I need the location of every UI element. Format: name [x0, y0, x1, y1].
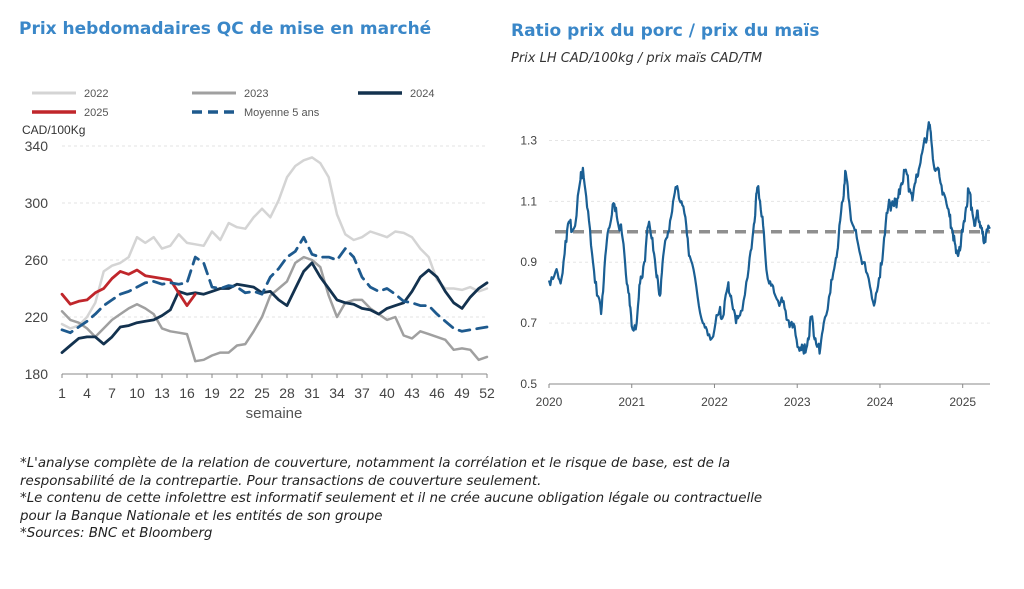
- right-y-tick-label: 0.9: [520, 255, 537, 269]
- left-legend-label: 2022: [84, 88, 108, 100]
- right-x-tick-label: 2023: [784, 395, 811, 409]
- left-series-line: [60, 156, 489, 330]
- left-y-axis-label: CAD/100Kg: [22, 123, 85, 137]
- footnote-disclaimer: *Le contenu de cette infolettre est info…: [20, 491, 763, 524]
- right-x-tick-label: 2022: [701, 395, 728, 409]
- left-chart-title: Prix hebdomadaires QC de mise en marché: [19, 19, 432, 39]
- left-x-tick-label: 37: [354, 385, 370, 401]
- left-y-tick-label: 180: [25, 366, 49, 382]
- right-chart-subtitle: Prix LH CAD/100kg / prix maïs CAD/TM: [511, 51, 763, 66]
- right-x-tick-label: 2024: [867, 395, 894, 409]
- left-x-tick-label: 10: [129, 385, 145, 401]
- right-x-tick-label: 2020: [536, 395, 563, 409]
- left-legend-label: 2023: [244, 88, 268, 100]
- left-x-tick-label: 19: [204, 385, 220, 401]
- left-x-tick-label: 46: [429, 385, 445, 401]
- right-y-tick-label: 1.3: [520, 133, 537, 147]
- left-x-tick-label: 49: [454, 385, 470, 401]
- right-chart-title: Ratio prix du porc / prix du maïs: [511, 21, 820, 41]
- left-series-line: [60, 235, 489, 335]
- left-x-tick-label: 7: [108, 385, 116, 401]
- left-y-tick-label: 300: [25, 195, 49, 211]
- right-x-tick-label: 2025: [949, 395, 976, 409]
- footnote-hedging: *L'analyse complète de la relation de co…: [20, 456, 731, 489]
- left-x-tick-label: 31: [304, 385, 320, 401]
- footnotes: *L'analyse complète de la relation de co…: [20, 455, 920, 543]
- left-x-tick-label: 28: [279, 385, 295, 401]
- right-y-tick-label: 0.7: [520, 316, 537, 330]
- right-x-tick-label: 2021: [618, 395, 645, 409]
- right-series-line: [547, 121, 991, 355]
- left-series-line: [60, 255, 489, 363]
- right-y-tick-label: 0.5: [520, 377, 537, 391]
- left-y-tick-label: 220: [25, 309, 49, 325]
- left-x-tick-label: 22: [229, 385, 245, 401]
- left-x-tick-label: 25: [254, 385, 270, 401]
- right-y-tick-label: 1.1: [520, 194, 537, 208]
- footnote-sources: *Sources: BNC et Bloomberg: [20, 526, 213, 541]
- left-x-tick-label: 4: [83, 385, 91, 401]
- left-x-tick-label: 52: [479, 385, 495, 401]
- left-y-tick-label: 340: [25, 138, 49, 154]
- left-x-tick-label: 1: [58, 385, 66, 401]
- left-legend-label: 2024: [410, 88, 434, 100]
- left-legend-label: Moyenne 5 ans: [244, 107, 320, 119]
- left-x-tick-label: 13: [154, 385, 170, 401]
- left-x-tick-label: 40: [379, 385, 395, 401]
- left-x-tick-label: 16: [179, 385, 195, 401]
- left-series-line: [60, 261, 489, 354]
- left-y-tick-label: 260: [25, 252, 49, 268]
- left-x-tick-label: 43: [404, 385, 420, 401]
- left-legend-label: 2025: [84, 107, 108, 119]
- left-x-axis-label: semaine: [246, 405, 303, 422]
- left-x-tick-label: 34: [329, 385, 345, 401]
